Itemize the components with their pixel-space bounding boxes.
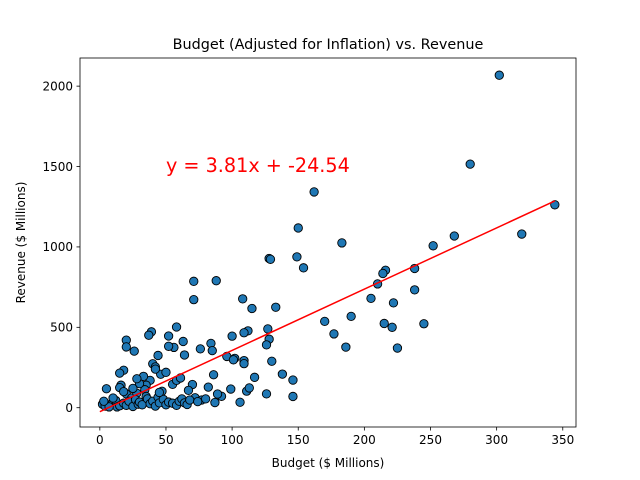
x-axis: 0 50 100 150 200 250 300 350	[96, 427, 574, 447]
data-point	[277, 369, 288, 379]
chart-title: Budget (Adjusted for Inflation) vs. Reve…	[173, 37, 484, 53]
x-tick-label: 0	[96, 433, 104, 447]
regression-equation: y = 3.81x + -24.54	[166, 154, 350, 177]
data-point	[211, 276, 221, 286]
data-point	[171, 322, 182, 332]
data-point	[208, 370, 219, 380]
data-point	[154, 387, 165, 398]
data-point	[379, 318, 389, 329]
data-point	[203, 382, 213, 392]
x-tick-label: 300	[485, 433, 508, 447]
data-point	[288, 375, 298, 385]
y-axis: 0 500 1000 1500 2000	[42, 79, 80, 415]
data-point	[329, 329, 339, 339]
data-point	[288, 391, 298, 402]
data-point	[271, 302, 281, 312]
x-tick-label: 100	[221, 433, 244, 447]
data-point	[320, 316, 330, 327]
data-point	[193, 396, 203, 407]
y-tick-label: 2000	[42, 79, 73, 93]
x-tick-label: 350	[551, 433, 574, 447]
x-tick-label: 250	[419, 433, 442, 447]
y-tick-label: 500	[50, 321, 73, 335]
data-point	[185, 395, 195, 405]
data-point	[267, 356, 277, 366]
data-point	[261, 389, 272, 399]
data-point	[163, 341, 174, 351]
data-point	[239, 358, 249, 369]
data-point	[238, 294, 248, 304]
y-axis-label: Revenue ($ Millions)	[14, 182, 28, 304]
data-point	[228, 355, 239, 365]
y-tick-label: 1000	[42, 240, 73, 254]
data-point	[249, 372, 260, 382]
data-point	[517, 229, 527, 239]
data-point	[150, 364, 161, 374]
data-point	[337, 238, 347, 248]
data-point	[212, 389, 223, 399]
data-point	[210, 397, 220, 408]
data-point	[244, 383, 254, 393]
data-point	[161, 367, 171, 377]
data-point	[494, 70, 504, 80]
data-point	[378, 268, 388, 279]
data-point	[387, 322, 397, 332]
data-point	[101, 384, 112, 394]
y-tick-label: 1500	[42, 160, 73, 174]
data-point	[247, 303, 257, 314]
data-point	[195, 344, 206, 354]
data-point	[366, 293, 376, 304]
regression-line	[99, 200, 556, 413]
data-point	[293, 223, 303, 233]
data-point	[239, 328, 249, 338]
data-point	[341, 342, 351, 352]
data-point	[392, 343, 403, 353]
data-point	[292, 252, 302, 262]
data-point	[227, 331, 237, 341]
plot-background	[80, 58, 576, 427]
plot-area: y = 3.81x + -24.54	[79, 57, 577, 428]
data-point	[235, 397, 245, 407]
data-point	[153, 350, 163, 361]
data-point	[115, 368, 125, 378]
x-tick-label: 200	[353, 433, 376, 447]
data-point	[179, 350, 190, 360]
data-point	[163, 331, 174, 341]
data-point	[108, 393, 118, 403]
data-point	[298, 263, 309, 273]
data-point	[128, 383, 138, 394]
data-point	[428, 241, 438, 251]
data-point	[346, 311, 356, 322]
y-tick-label: 0	[65, 401, 73, 415]
data-point	[132, 374, 142, 384]
data-point	[309, 187, 319, 197]
data-point	[226, 384, 236, 394]
data-point	[99, 396, 109, 406]
data-point	[183, 385, 194, 395]
data-point	[189, 295, 199, 305]
x-tick-label: 150	[287, 433, 310, 447]
data-point	[129, 346, 139, 356]
data-point	[449, 231, 459, 241]
data-point	[388, 298, 399, 308]
plot-frame	[79, 57, 577, 428]
data-point	[178, 336, 188, 347]
data-point	[207, 345, 217, 356]
data-point	[144, 330, 154, 340]
data-point	[189, 276, 199, 286]
data-point	[261, 340, 272, 350]
data-point	[409, 285, 420, 295]
x-axis-label: Budget ($ Millions)	[272, 456, 385, 470]
data-point	[419, 319, 429, 329]
data-point	[200, 394, 211, 404]
data-point	[121, 342, 131, 352]
data-point	[265, 254, 276, 264]
x-tick-label: 50	[158, 433, 173, 447]
data-point	[465, 159, 475, 169]
data-point	[119, 386, 129, 397]
